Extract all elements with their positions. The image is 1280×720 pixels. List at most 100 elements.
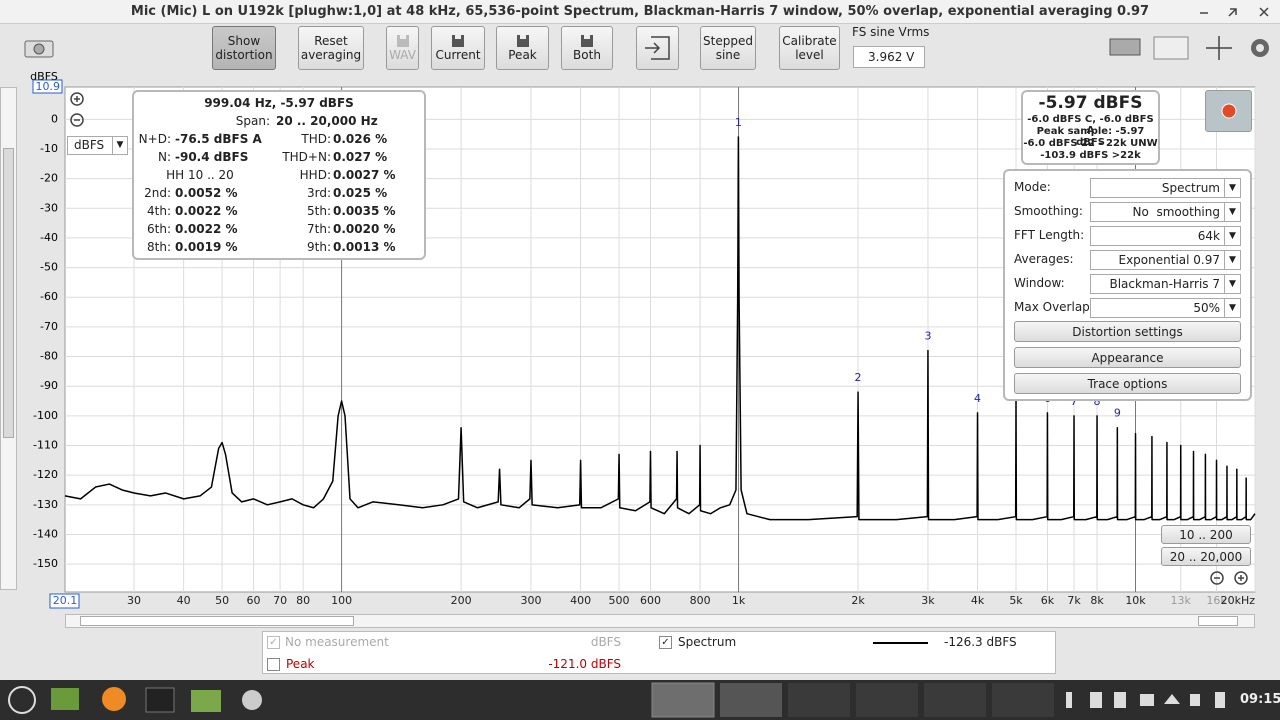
view-icons[interactable] <box>1100 33 1278 63</box>
toolbar-button[interactable]: WAV <box>386 26 419 70</box>
checkbox[interactable]: ✓ <box>659 636 672 649</box>
select-arrow: ▼ <box>1224 203 1240 221</box>
y-tick-label: -30 <box>40 201 58 214</box>
setting-select[interactable]: Spectrum ▼ <box>1090 178 1241 198</box>
y-tick-label: 0 <box>51 112 58 125</box>
y-tick-label: -90 <box>40 379 58 392</box>
toolbar-button[interactable]: Peak <box>496 26 549 70</box>
save-icon <box>516 35 529 47</box>
legend-label: Spectrum <box>678 635 737 649</box>
meter-value: -5.97 dBFS <box>1038 93 1143 113</box>
record-button[interactable] <box>1205 90 1252 132</box>
input-button[interactable] <box>636 26 679 70</box>
x-tick-label: 20kHz <box>1221 594 1256 607</box>
select-arrow: ▼ <box>1224 275 1240 293</box>
readout-label: 2nd: <box>144 186 171 200</box>
y-tick-label: -10 <box>40 142 58 155</box>
window-controls[interactable] <box>1190 2 1280 22</box>
settings-button[interactable]: Trace options <box>1014 373 1241 394</box>
v-scrollbar[interactable] <box>0 87 17 590</box>
harmonic-marker: 3 <box>924 330 931 343</box>
button-label: Both <box>573 48 601 62</box>
range-button[interactable]: 10 .. 200 <box>1161 525 1251 544</box>
y-tick-label: -130 <box>33 498 58 511</box>
y-tick-label: -100 <box>33 409 58 422</box>
toolbar-button[interactable]: Reset averaging <box>298 26 364 70</box>
setting-label: Window: <box>1014 276 1065 290</box>
readout-value: -90.4 dBFS <box>175 150 249 164</box>
x-tick-label: 100 <box>331 594 352 607</box>
y-tick-label: -60 <box>40 290 58 303</box>
button-label: Current <box>435 48 481 62</box>
setting-label: Mode: <box>1014 180 1051 194</box>
y-tick-label: -50 <box>40 261 58 274</box>
legend-line <box>873 642 928 644</box>
zoom-buttons[interactable] <box>68 91 88 131</box>
range-button[interactable]: 20 .. 20,000 <box>1161 547 1251 566</box>
setting-select[interactable]: 50% ▼ <box>1090 298 1241 318</box>
distortion-readout: 999.04 Hz, -5.97 dBFS Span: 20 .. 20,000 H… <box>132 90 426 260</box>
readout-label: 8th: <box>147 240 171 254</box>
readout-headline: 999.04 Hz, -5.97 dBFS <box>204 96 354 110</box>
readout-label: 9th: <box>307 240 331 254</box>
settings-button[interactable]: Distortion settings <box>1014 321 1241 342</box>
taskbar-icons[interactable] <box>0 680 1060 720</box>
x-tick-label: 10k <box>1125 594 1146 607</box>
x-tick-label: 60 <box>247 594 261 607</box>
y-tick-label: -150 <box>33 557 58 570</box>
setting-value: Exponential 0.97 <box>1118 253 1221 267</box>
x-tick-label: 4k <box>971 594 985 607</box>
clock: 09:15 <box>1240 692 1280 707</box>
y-tick-label: -40 <box>40 231 58 244</box>
toolbar-button[interactable]: Stepped sine <box>700 26 756 70</box>
legend-panel: ✓ No measurement dBFS ✓ Spectrum -126.3 … <box>262 631 1056 674</box>
x-tick-label: 13k <box>1171 594 1192 607</box>
x-tick-label: 30 <box>127 594 141 607</box>
x-tick-label: 16k <box>1206 594 1227 607</box>
readout-label: HHD: <box>299 168 331 182</box>
button-label: Show distortion <box>215 34 273 62</box>
snapshot-icon[interactable] <box>24 37 56 59</box>
toolbar-button[interactable]: Calibrate level <box>779 26 840 70</box>
zoom-x-buttons[interactable] <box>1207 568 1253 588</box>
readout-label: 7th: <box>307 222 331 236</box>
legend-unit: dBFS <box>590 635 621 649</box>
setting-value: Spectrum <box>1161 181 1220 195</box>
x-tick-label: 200 <box>451 594 472 607</box>
button-label: Stepped sine <box>703 34 753 62</box>
title-bar: Mic (Mic) L on U192k [plughw:1,0] at 48 … <box>0 0 1280 24</box>
readout-label: N: <box>157 150 171 164</box>
x-tick-label: 800 <box>690 594 711 607</box>
x-tick-label: 40 <box>177 594 191 607</box>
readout-value: 0.0035 % <box>333 204 396 218</box>
settings-button[interactable]: Appearance <box>1014 347 1241 368</box>
checkbox[interactable]: ✓ <box>267 636 280 649</box>
span-value: 20 .. 20,000 Hz <box>276 114 378 128</box>
h-scrollbar[interactable] <box>65 614 1255 628</box>
x-tick-label: 300 <box>520 594 541 607</box>
y-tick-label: -140 <box>33 527 58 540</box>
setting-select[interactable]: Blackman-Harris 7 ▼ <box>1090 274 1241 294</box>
save-icon <box>452 35 464 47</box>
toolbar-button[interactable]: Show distortion <box>212 26 276 70</box>
meter-line: -6.0 dBFS 22 - 22k UNW <box>1023 138 1158 149</box>
setting-select[interactable]: 64k ▼ <box>1090 226 1241 246</box>
setting-select[interactable]: Exponential 0.97 ▼ <box>1090 250 1241 270</box>
readout-value: 0.0013 % <box>333 240 396 254</box>
x-tick-label: 500 <box>609 594 630 607</box>
tray-icons[interactable] <box>1060 680 1240 720</box>
setting-select[interactable]: No smoothing ▼ <box>1090 202 1241 222</box>
toolbar-button[interactable]: Current <box>431 26 485 70</box>
readout-value: 0.0020 % <box>333 222 396 236</box>
fs-label: FS sine Vrms <box>852 25 930 39</box>
button-label: WAV <box>389 48 416 62</box>
checkbox[interactable] <box>267 658 280 671</box>
x-tick-label: 1k <box>732 594 746 607</box>
unit-select[interactable]: dBFS ▼ <box>67 136 128 155</box>
readout-value: 0.0022 % <box>175 222 238 236</box>
legend-label: Peak <box>286 657 315 671</box>
fs-value[interactable]: 3.962 V <box>853 46 925 68</box>
toolbar-button[interactable]: Both <box>561 26 613 70</box>
harmonic-marker: 9 <box>1114 407 1121 420</box>
